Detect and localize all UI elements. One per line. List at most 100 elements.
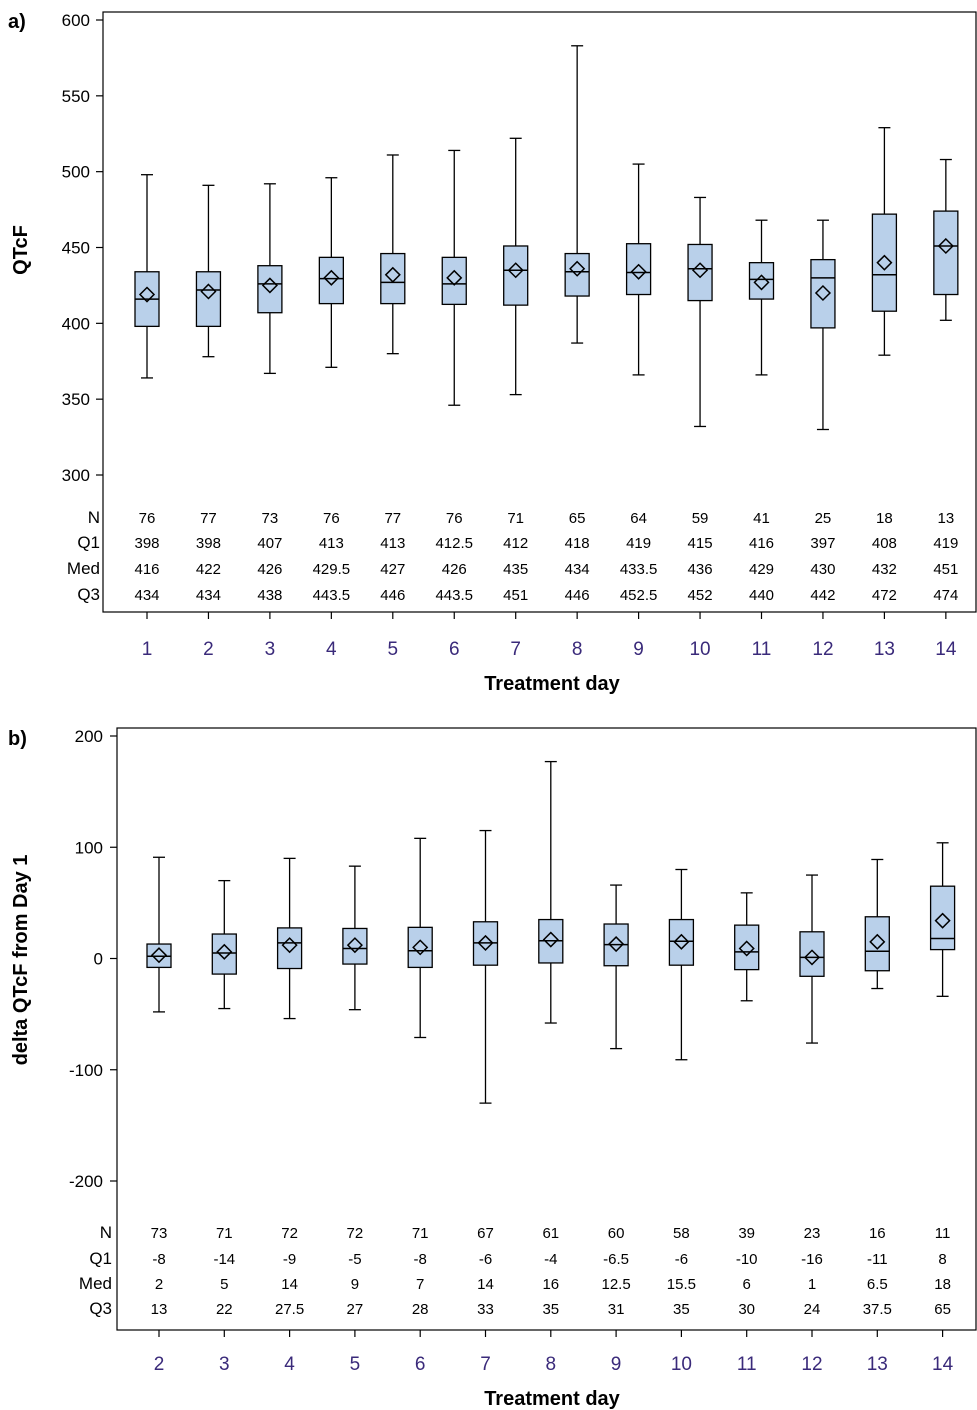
panel-a-stat-q1-value: 413 <box>380 535 405 552</box>
panel-a-frame <box>102 11 977 613</box>
panel-a-y-axis-label: QTcF <box>10 225 32 275</box>
panel-b-stat-med-value: 16 <box>542 1276 559 1293</box>
panel-a-mean-marker <box>323 269 340 286</box>
panel-b-stat-med-value: 6 <box>743 1276 751 1293</box>
panel-a-y-tick-label: 300 <box>62 466 90 485</box>
panel-b-stat-n-value: 72 <box>347 1225 364 1242</box>
panel-a-x-tick-label: 7 <box>510 639 521 660</box>
panel-a-mean-marker <box>569 260 586 277</box>
panel-a-stat-med-value: 435 <box>503 561 528 578</box>
panel-a-x-tick-label: 10 <box>689 639 710 660</box>
panel-b-stat-n-value: 73 <box>151 1225 168 1242</box>
panel-b-stat-q3-value: 13 <box>151 1301 168 1318</box>
panel-b-stat-q3-value: 30 <box>738 1301 755 1318</box>
panel-b-stat-n-value: 67 <box>477 1225 494 1242</box>
panel-b-mean-marker <box>346 937 363 954</box>
panel-b-x-tick-label: 5 <box>350 1354 361 1375</box>
panel-b-stat-q1-value: -6.5 <box>603 1251 629 1268</box>
panel-a-stat-med-value: 451 <box>933 561 958 578</box>
panel-b-stat-q3-value: 31 <box>608 1301 625 1318</box>
panel-a-stat-q1-value: 413 <box>319 535 344 552</box>
panel-a-mean-marker <box>507 262 524 279</box>
panel-b-stat-q3-value: 27 <box>347 1301 364 1318</box>
panel-b-stat-q1-value: -8 <box>414 1251 427 1268</box>
panel-a-stat-n-value: 64 <box>630 510 647 527</box>
panel-a-stat-q3-label: Q3 <box>77 585 100 604</box>
panel-b-mean-marker <box>869 933 886 950</box>
panel-a-stat-med-value: 426 <box>257 561 282 578</box>
panel-a-box <box>625 243 652 296</box>
panel-b-box <box>799 931 825 977</box>
panel-b-stat-n-value: 71 <box>216 1225 233 1242</box>
panel-a-box <box>687 243 713 302</box>
panel-a-box <box>380 252 406 305</box>
panel-a-plot: 3003504004505005506001763984164342773984… <box>62 11 977 660</box>
panel-a-x-tick-label: 12 <box>812 639 833 660</box>
panel-a-y-tick-label: 350 <box>62 390 90 409</box>
panel-b-stat-q3-value: 22 <box>216 1301 233 1318</box>
panel-b-mean-marker <box>281 937 298 954</box>
panel-a-y-tick-label: 400 <box>62 314 90 333</box>
panel-a-x-tick-label: 5 <box>388 639 399 660</box>
panel-b-mean-marker <box>150 947 168 964</box>
panel-b-stat-q1-value: -11 <box>867 1251 888 1268</box>
panel-a-box <box>933 210 959 296</box>
panel-a-stat-q3-value: 446 <box>380 587 405 604</box>
panel-a-stat-q1-value: 415 <box>688 535 713 552</box>
panel-a-stat-q1-value: 412 <box>503 535 528 552</box>
panel-a-stat-q1-value: 398 <box>134 535 159 552</box>
panel-b-x-tick-label: 9 <box>611 1354 622 1375</box>
panel-b-stat-n-value: 72 <box>281 1225 298 1242</box>
panel-b-x-tick-label: 4 <box>284 1354 295 1375</box>
panel-b-stat-q1-value: -6 <box>675 1251 688 1268</box>
panel-b-stat-q1-value: -16 <box>801 1251 823 1268</box>
panel-a-x-tick-label: 9 <box>633 639 644 660</box>
panel-b-stat-med-value: 5 <box>220 1276 228 1293</box>
panel-b-stat-med-value: 9 <box>351 1276 359 1293</box>
panel-b-stat-q1-value: -5 <box>348 1251 361 1268</box>
panel-b-box <box>407 926 433 969</box>
panel-b-stat-q1-value: 8 <box>938 1251 946 1268</box>
panel-a-x-tick-label: 8 <box>572 639 583 660</box>
panel-a-mean-marker <box>814 284 832 302</box>
panel-a-stat-n-value: 65 <box>569 510 586 527</box>
panel-a-y-tick-label: 550 <box>62 87 90 106</box>
panel-a-stat-q1-value: 397 <box>810 535 835 552</box>
panel-a-stat-q1-value: 412.5 <box>435 535 473 552</box>
panel-b-label: b) <box>8 728 27 750</box>
panel-a-mean-marker <box>937 237 954 255</box>
panel-b-y-axis-label: delta QTcF from Day 1 <box>10 855 32 1066</box>
panel-a-x-tick-label: 1 <box>142 639 153 660</box>
panel-b-stat-q3-value: 27.5 <box>275 1301 304 1318</box>
panel-a-stat-med-value: 429.5 <box>313 561 351 578</box>
panel-b-mean-marker <box>738 940 755 957</box>
panel-b-mean-marker <box>608 935 625 953</box>
panel-a-stat-q1-label: Q1 <box>77 533 100 552</box>
panel-a-x-axis-label: Treatment day <box>484 673 620 695</box>
panel-b-stat-n-value: 11 <box>935 1225 951 1242</box>
panel-b-y-tick-label: 100 <box>75 838 103 857</box>
panel-b-plot: -200-1000100200273-8213371-14522472-9142… <box>69 727 977 1375</box>
panel-a-stat-med-value: 430 <box>810 561 835 578</box>
panel-b-x-tick-label: 12 <box>801 1354 822 1375</box>
panel-b-box <box>929 885 956 951</box>
panel-a-stat-q3-value: 474 <box>933 587 958 604</box>
panel-a-mean-marker <box>446 269 463 286</box>
panel-a-stat-n-value: 25 <box>815 510 832 527</box>
panel-a-mean-marker <box>261 277 278 294</box>
panel-b-mean-marker <box>477 934 494 951</box>
panel-b-stat-q1-value: -4 <box>544 1251 557 1268</box>
panel-b-stat-q3-value: 33 <box>477 1301 494 1318</box>
panel-b-box <box>276 927 303 970</box>
panel-b-x-tick-label: 7 <box>480 1354 491 1375</box>
panel-a-y-tick-label: 450 <box>62 239 90 258</box>
panel-b-y-tick-label: 200 <box>75 727 103 746</box>
panel-b-box <box>668 918 695 966</box>
panel-a-box <box>318 256 345 305</box>
panel-b-stat-med-value: 12.5 <box>601 1276 630 1293</box>
panel-a-mean-marker <box>691 262 709 279</box>
panel-a-stat-q1-value: 407 <box>257 535 282 552</box>
panel-b-box <box>734 924 760 971</box>
panel-a-stat-n-value: 18 <box>876 510 893 527</box>
panel-b-stat-q1-value: -10 <box>736 1251 758 1268</box>
